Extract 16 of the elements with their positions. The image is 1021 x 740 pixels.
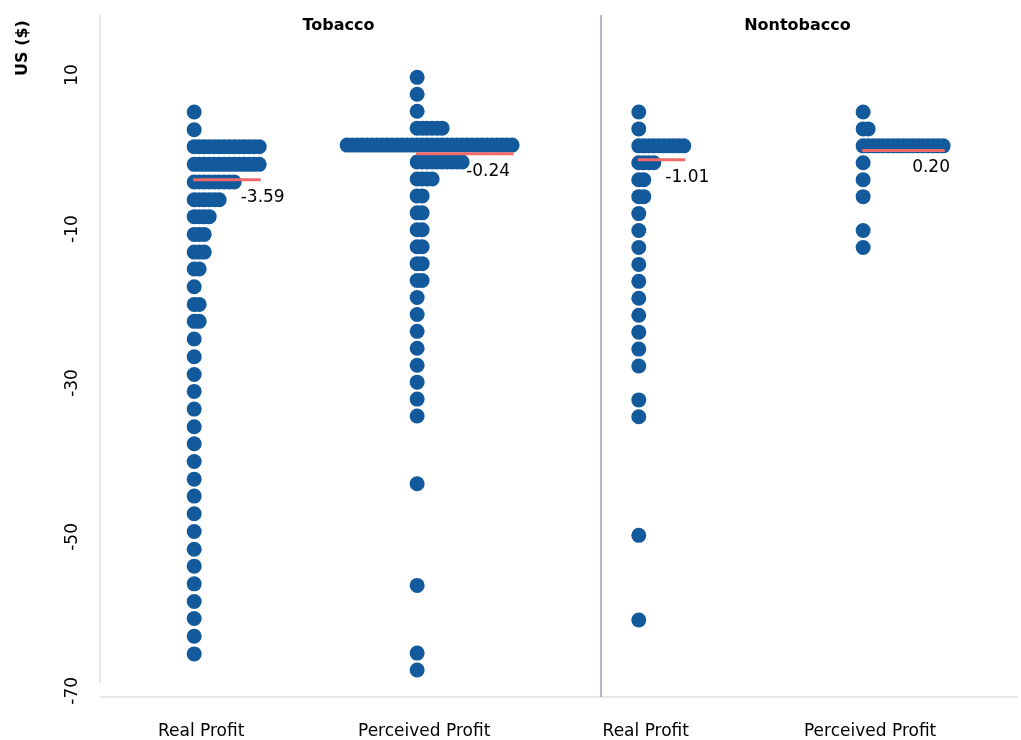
y-tick-label: -10 [61,215,81,243]
annotation: -3.59 [240,185,285,206]
x-tick-label: Real Profit [602,720,690,740]
y-tick-label: -50 [61,523,81,551]
x-tick-label: Perceived Profit [357,720,491,740]
y-tick-label: -30 [61,369,81,397]
annotation: -0.24 [466,159,511,180]
y-tick-label: 10 [61,64,81,86]
annotation: 0.20 [912,156,950,177]
y-axis-title: US ($) [12,20,31,76]
y-tick-label: -70 [61,676,81,705]
chart-title: Tobacco [302,15,375,34]
x-tick-label: Real Profit [158,720,245,740]
x-tick-label: Perceived Profit [803,720,937,740]
annotation: -1.01 [665,165,710,186]
chart-title: Nontobacco [744,15,851,34]
